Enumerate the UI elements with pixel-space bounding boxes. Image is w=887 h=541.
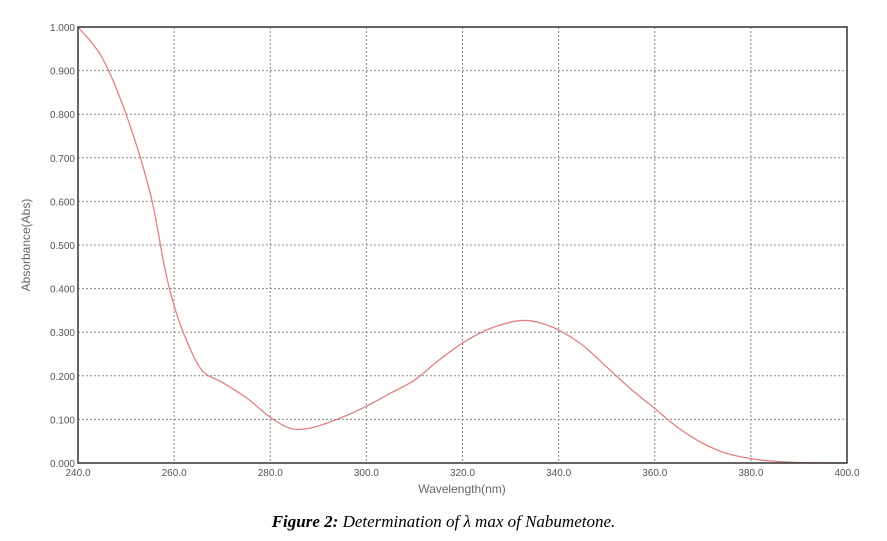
y-tick-label: 0.500 (50, 241, 75, 252)
y-tick-label: 0.100 (50, 415, 75, 426)
x-tick-label: 380.0 (738, 468, 763, 479)
y-tick-label: 0.300 (50, 328, 75, 339)
x-tick-label: 340.0 (546, 468, 571, 479)
x-tick-label: 280.0 (258, 468, 283, 479)
x-axis-label: Wavelength(nm) (418, 482, 506, 496)
x-tick-label: 400.0 (834, 468, 859, 479)
x-tick-label: 260.0 (162, 468, 187, 479)
y-tick-label: 0.700 (50, 154, 75, 165)
x-tick-label: 300.0 (354, 468, 379, 479)
y-tick-label: 0.600 (50, 197, 75, 208)
caption-label: Figure 2: (271, 512, 339, 531)
y-tick-label: 0.000 (50, 459, 75, 470)
x-tick-label: 320.0 (450, 468, 475, 479)
x-ticks: 240.0 260.0 280.0 300.0 320.0 340.0 360.0 380.0… (65, 468, 859, 479)
y-ticks: 0.000 0.100 0.200 0.300 0.400 0.500 0.600 0.700… (50, 23, 75, 470)
y-axis-label: Absorbance(Abs) (19, 199, 33, 292)
x-tick-label: 240.0 (65, 468, 90, 479)
series-line (77, 26, 848, 464)
x-tick-label: 360.0 (642, 468, 667, 479)
y-tick-label: 0.400 (50, 285, 75, 296)
figure-caption: Figure 2: Determination of λ max of Nabu… (0, 512, 887, 532)
y-tick-label: 0.800 (50, 110, 75, 121)
caption-text: Determination of λ max of Nabumetone. (338, 512, 616, 531)
plot-frame (77, 26, 848, 464)
y-tick-label: 1.000 (50, 23, 75, 34)
grid (77, 26, 848, 464)
y-tick-label: 0.900 (50, 67, 75, 78)
y-tick-label: 0.200 (50, 372, 75, 383)
